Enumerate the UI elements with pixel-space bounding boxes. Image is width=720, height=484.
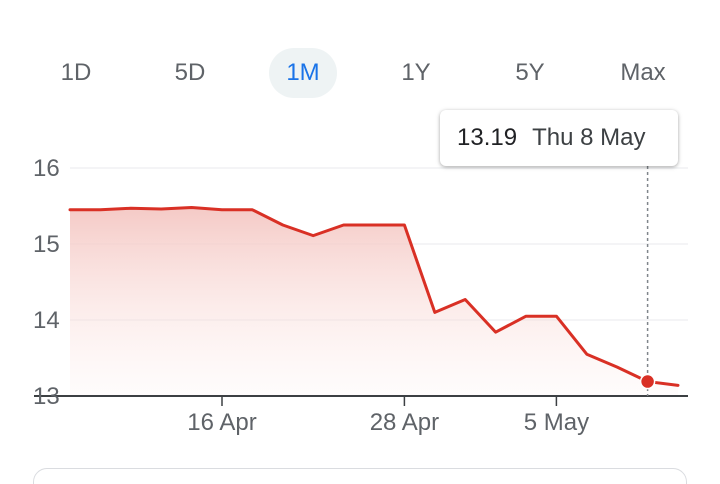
data-point-11 — [402, 223, 406, 227]
data-point-0 — [68, 208, 72, 212]
data-point-1 — [98, 208, 102, 212]
range-tab-1d[interactable]: 1D — [60, 59, 92, 86]
price-line — [68, 206, 680, 387]
range-tab-max[interactable]: Max — [620, 59, 666, 86]
price-tooltip: 13.19 Thu 8 May — [440, 110, 678, 166]
range-tab-5y[interactable]: 5Y — [515, 59, 545, 86]
y-tick-13: 13 — [33, 383, 60, 410]
data-point-3 — [159, 207, 163, 211]
range-tabs: 1D 5D 1M 1Y 5Y Max — [0, 42, 720, 104]
range-tab-5d[interactable]: 5D — [174, 59, 206, 86]
tooltip-value: 13.19 — [457, 124, 518, 151]
hover-point — [639, 373, 656, 390]
data-point-14 — [494, 330, 498, 334]
x-tick-label-16: 5 May — [524, 409, 589, 436]
data-point-20 — [676, 383, 680, 387]
info-card — [33, 468, 687, 484]
range-tab-1y[interactable]: 1Y — [401, 59, 431, 86]
data-point-12 — [433, 310, 437, 314]
data-point-13 — [463, 297, 467, 301]
range-tab-1m[interactable]: 1M — [269, 48, 337, 98]
data-point-4 — [190, 206, 194, 210]
data-point-6 — [250, 208, 254, 212]
x-tick-label-11: 28 Apr — [370, 409, 439, 436]
x-tick-label-5: 16 Apr — [187, 409, 256, 436]
area-fill — [70, 207, 678, 396]
data-point-8 — [311, 234, 315, 238]
data-point-17 — [585, 352, 589, 356]
data-point-16 — [554, 314, 558, 318]
tooltip-date: Thu 8 May — [532, 124, 646, 151]
data-point-2 — [129, 206, 133, 210]
data-point-5 — [220, 208, 224, 212]
data-point-9 — [342, 223, 346, 227]
y-tick-16: 16 — [33, 155, 60, 182]
data-point-18 — [615, 365, 619, 369]
y-tick-labels: 13 14 15 16 — [33, 155, 60, 410]
hover-highlight — [639, 166, 656, 396]
series-line — [68, 206, 680, 387]
data-point-15 — [524, 314, 528, 318]
y-tick-14: 14 — [33, 307, 60, 334]
data-point-10 — [372, 223, 376, 227]
y-tick-15: 15 — [33, 231, 60, 258]
area-path — [70, 207, 678, 396]
data-point-7 — [281, 223, 285, 227]
x-tick-labels: 16 Apr 28 Apr 5 May — [187, 396, 589, 436]
